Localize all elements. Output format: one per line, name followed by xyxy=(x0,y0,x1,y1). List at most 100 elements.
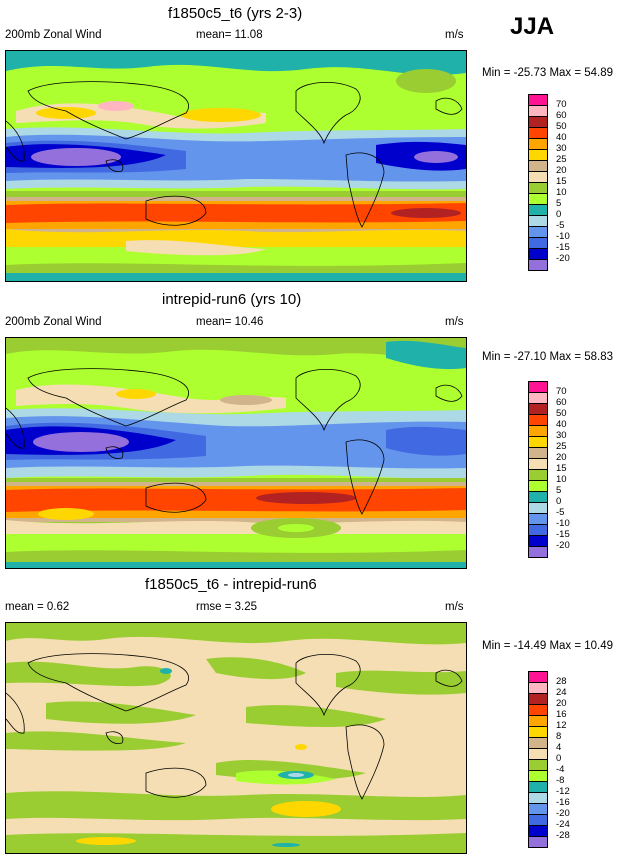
colorbar-label: 15 xyxy=(556,463,567,474)
panel-2-title: intrepid-run6 (yrs 10) xyxy=(162,291,302,308)
panel-3-mean: mean = 0.62 xyxy=(5,601,70,613)
colorbar-swatch xyxy=(528,194,548,205)
colorbar-label: -10 xyxy=(556,518,570,529)
colorbar-swatch xyxy=(528,837,548,848)
colorbar-swatch xyxy=(528,705,548,716)
colorbar-label: 20 xyxy=(556,698,567,709)
panel-3-units: m/s xyxy=(445,601,464,613)
colorbar-label: 5 xyxy=(556,485,562,496)
colorbar-label: -15 xyxy=(556,242,570,253)
panel-2-map xyxy=(5,337,467,569)
colorbar-label: 25 xyxy=(556,441,567,452)
colorbar-swatch xyxy=(528,826,548,837)
colorbar-swatch xyxy=(528,793,548,804)
colorbar-swatch xyxy=(528,426,548,437)
colorbar-swatch xyxy=(528,671,548,683)
panel-3-title: f1850c5_t6 - intrepid-run6 xyxy=(145,576,317,593)
colorbar-swatch xyxy=(528,227,548,238)
colorbar-label: 5 xyxy=(556,198,562,209)
colorbar-label: -24 xyxy=(556,819,570,830)
colorbar-label: -20 xyxy=(556,253,570,264)
panel-1-colorbar: 70 60 50 40 30 25 20 15 10 5 0 -5 -10 -15 -20 xyxy=(528,94,570,271)
colorbar-label: -4 xyxy=(556,764,565,775)
colorbar-swatch xyxy=(528,139,548,150)
panel-1-map xyxy=(5,50,467,282)
colorbar-swatch xyxy=(528,404,548,415)
panel-2-colorbar: 70 60 50 40 30 25 20 15 10 5 0 -5 -10 -15 -20 xyxy=(528,381,570,558)
colorbar-swatch xyxy=(528,815,548,826)
colorbar-swatch xyxy=(528,782,548,793)
colorbar-swatch xyxy=(528,760,548,771)
colorbar-label: -10 xyxy=(556,231,570,242)
colorbar-label: 70 xyxy=(556,99,567,110)
colorbar-label: 12 xyxy=(556,720,567,731)
colorbar-label: 24 xyxy=(556,687,567,698)
panel-2-mean: mean= 10.46 xyxy=(196,316,264,328)
colorbar-label: 4 xyxy=(556,742,562,753)
colorbar-swatch xyxy=(528,238,548,249)
colorbar-swatch xyxy=(528,117,548,128)
colorbar-swatch xyxy=(528,716,548,727)
colorbar-label: 10 xyxy=(556,187,567,198)
colorbar-label: 28 xyxy=(556,676,567,687)
colorbar-label: 20 xyxy=(556,165,567,176)
panel-2-variable-label: 200mb Zonal Wind xyxy=(5,316,102,328)
colorbar-swatch xyxy=(528,393,548,404)
colorbar-swatch xyxy=(528,727,548,738)
colorbar-swatch xyxy=(528,514,548,525)
colorbar-swatch xyxy=(528,503,548,514)
colorbar-label: 16 xyxy=(556,709,567,720)
colorbar-swatch xyxy=(528,94,548,106)
colorbar-label: 20 xyxy=(556,452,567,463)
panel-1-mean: mean= 11.08 xyxy=(196,29,263,41)
colorbar-swatch xyxy=(528,470,548,481)
colorbar-swatch xyxy=(528,804,548,815)
colorbar-label: 0 xyxy=(556,753,562,764)
panel-3-rmse: rmse = 3.25 xyxy=(196,601,258,613)
colorbar-swatch xyxy=(528,381,548,393)
colorbar-swatch xyxy=(528,106,548,117)
colorbar-swatch xyxy=(528,260,548,271)
colorbar-swatch xyxy=(528,183,548,194)
colorbar-label: -5 xyxy=(556,507,565,518)
colorbar-label: -5 xyxy=(556,220,565,231)
colorbar-swatch xyxy=(528,771,548,782)
colorbar-swatch xyxy=(528,205,548,216)
colorbar-label: -20 xyxy=(556,808,570,819)
colorbar-swatch xyxy=(528,492,548,503)
colorbar-swatch xyxy=(528,150,548,161)
colorbar-swatch xyxy=(528,448,548,459)
colorbar-label: 0 xyxy=(556,496,562,507)
panel-3-map xyxy=(5,622,467,854)
colorbar-swatch xyxy=(528,161,548,172)
colorbar-label: 25 xyxy=(556,154,567,165)
colorbar-swatch xyxy=(528,547,548,558)
colorbar-label: -16 xyxy=(556,797,570,808)
colorbar-swatch xyxy=(528,683,548,694)
panel-2-units: m/s xyxy=(445,316,464,328)
colorbar-label: 60 xyxy=(556,397,567,408)
colorbar-swatch xyxy=(528,415,548,426)
colorbar-label: 15 xyxy=(556,176,567,187)
panel-2-minmax: Min = -27.10 Max = 58.83 xyxy=(482,351,614,363)
colorbar-label: -8 xyxy=(556,775,565,786)
colorbar-swatch xyxy=(528,128,548,139)
colorbar-label: 10 xyxy=(556,474,567,485)
panel-1-variable-label: 200mb Zonal Wind xyxy=(5,29,102,41)
colorbar-label: 0 xyxy=(556,209,562,220)
colorbar-swatch xyxy=(528,694,548,705)
season-label: JJA xyxy=(510,13,555,40)
colorbar-label: 50 xyxy=(556,408,567,419)
colorbar-label: 40 xyxy=(556,419,567,430)
colorbar-swatch xyxy=(528,481,548,492)
colorbar-label: -15 xyxy=(556,529,570,540)
colorbar-label: 8 xyxy=(556,731,562,742)
colorbar-label: -12 xyxy=(556,786,570,797)
colorbar-swatch xyxy=(528,437,548,448)
colorbar-swatch xyxy=(528,536,548,547)
colorbar-swatch xyxy=(528,525,548,536)
panel-1-units: m/s xyxy=(445,29,464,41)
colorbar-swatch xyxy=(528,249,548,260)
panel-3-colorbar: 28 24 20 16 12 8 4 0 -4 -8 -12 -16 -20 -24 -28 xyxy=(528,671,570,848)
colorbar-label: 40 xyxy=(556,132,567,143)
